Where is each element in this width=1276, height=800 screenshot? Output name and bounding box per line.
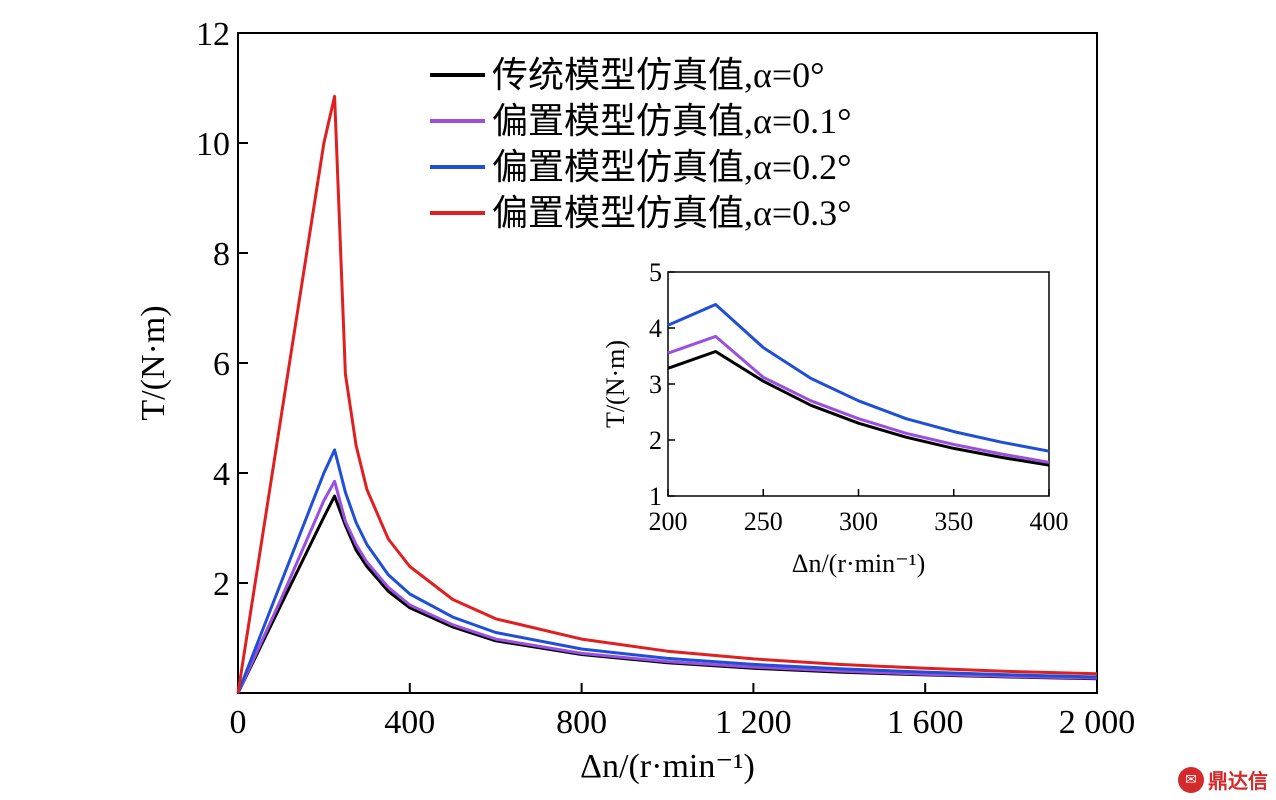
y-tick-label: 10 <box>196 126 230 163</box>
legend: 传统模型仿真值,α=0° 偏置模型仿真值,α=0.1° 偏置模型仿真值,α=0.2°… <box>430 55 852 233</box>
x-tick-label: 1 600 <box>887 704 964 741</box>
x-tick-label: 800 <box>556 704 607 741</box>
y-axis-title: T/(N·m) <box>135 305 172 420</box>
inset-y-tick-label: 3 <box>649 370 662 399</box>
inset-x-axis-title: Δn/(r·min⁻¹) <box>792 549 926 578</box>
inset-series-line-1 <box>667 334 1050 464</box>
x-axis-title: Δn/(r·min⁻¹) <box>580 748 755 785</box>
inset-y-tick-label: 2 <box>649 426 662 455</box>
y-tick-label: 8 <box>213 236 230 273</box>
inset-x-tick-label: 350 <box>934 507 973 536</box>
dingdaxin-logo-icon: ✉ <box>1178 766 1204 793</box>
inset-y-tick-label: 5 <box>649 258 662 287</box>
inset-x-tick-label: 300 <box>839 507 878 536</box>
y-tick-label: 4 <box>213 456 230 493</box>
inset-x-tick-label: 250 <box>744 507 783 536</box>
watermark-text: 鼎达信 <box>1208 769 1268 793</box>
x-tick-label: 400 <box>384 704 435 741</box>
inset-y-tick-label: 1 <box>649 482 662 511</box>
legend-label-1: 偏置模型仿真值,α=0.1° <box>492 101 852 141</box>
inset-x-tick-label: 200 <box>649 507 688 536</box>
x-tick-label: 1 200 <box>715 704 792 741</box>
inset-plot: 200 250 300 350 400 1 2 3 4 5 Δn/(r·min⁻¹) T/(N·m) <box>601 258 1069 578</box>
y-tick-label: 2 <box>213 566 230 603</box>
inset-x-tick-label: 400 <box>1030 507 1069 536</box>
series-line-2 <box>236 448 1098 694</box>
legend-label-2: 偏置模型仿真值,α=0.2° <box>492 147 852 187</box>
inset-series-line-2 <box>667 303 1050 453</box>
y-tick-label: 6 <box>213 346 230 383</box>
x-tick-label: 0 <box>230 704 247 741</box>
inset-background <box>668 272 1049 496</box>
legend-label-0: 传统模型仿真值,α=0° <box>492 55 825 95</box>
y-tick-label: 12 <box>196 16 230 53</box>
inset-series-line-0 <box>667 350 1050 467</box>
watermark: ✉ 鼎达信 <box>1178 765 1268 794</box>
main-plot: 0 400 800 1 200 1 600 2 00024681012Δn/(r·min⁻… <box>135 16 1135 785</box>
series-line-1 <box>236 479 1098 694</box>
series-line-3 <box>236 94 1098 694</box>
inset-y-tick-label: 4 <box>649 314 662 343</box>
inset-y-axis-title: T/(N·m) <box>601 340 630 428</box>
x-tick-label: 2 000 <box>1059 704 1136 741</box>
legend-label-3: 偏置模型仿真值,α=0.3° <box>492 193 852 233</box>
